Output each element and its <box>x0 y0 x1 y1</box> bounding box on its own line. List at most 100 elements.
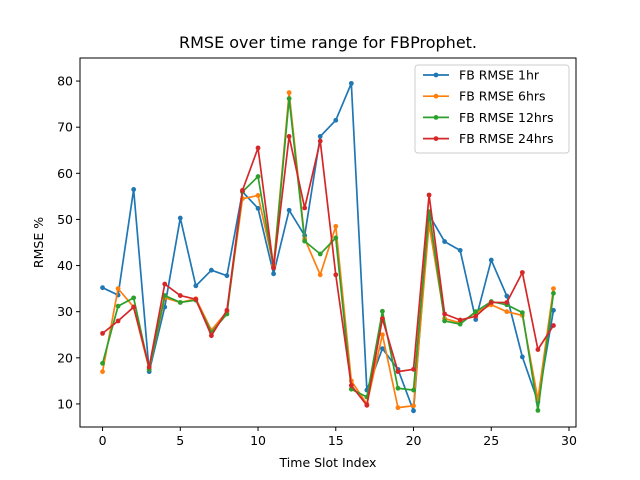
data-point <box>240 187 245 193</box>
legend-item: FB RMSE 12hrs <box>423 110 554 125</box>
data-point <box>504 293 510 299</box>
data-point <box>177 300 183 305</box>
x-tick-label: 0 <box>99 433 107 448</box>
y-tick-label: 50 <box>57 212 73 227</box>
x-tick-label: 15 <box>328 433 344 448</box>
y-axis: 10 20 30 40 50 60 70 80 <box>57 74 80 411</box>
data-point <box>333 272 339 278</box>
data-point <box>302 205 308 211</box>
data-point <box>551 323 556 328</box>
data-point <box>488 300 494 305</box>
data-point <box>224 273 230 279</box>
legend-label: FB RMSE 1hr <box>459 68 540 83</box>
data-point <box>380 346 385 351</box>
series-line <box>101 97 555 412</box>
chart-title: RMSE over time range for FBProphet. <box>179 33 477 52</box>
data-point <box>473 313 479 319</box>
data-point <box>442 311 448 317</box>
data-point <box>302 238 308 244</box>
data-point <box>255 174 261 179</box>
data-point <box>162 281 168 287</box>
legend-box <box>414 64 570 154</box>
data-point <box>193 283 199 289</box>
series-4 <box>100 134 556 408</box>
legend-label: FB RMSE 12hrs <box>459 110 554 125</box>
data-point <box>519 354 525 360</box>
y-tick-label: 80 <box>57 74 73 89</box>
data-point <box>317 272 323 278</box>
data-point <box>100 330 105 336</box>
data-point <box>286 207 292 213</box>
y-tick-label: 60 <box>57 166 73 181</box>
data-point <box>333 223 339 229</box>
data-point <box>551 290 556 296</box>
data-point <box>426 192 432 198</box>
series-line <box>102 135 555 407</box>
data-point <box>380 308 385 314</box>
data-point <box>395 385 401 391</box>
data-point <box>551 286 556 292</box>
data-point <box>115 303 121 309</box>
data-point <box>457 321 463 327</box>
data-point <box>100 369 105 375</box>
data-point <box>457 247 463 253</box>
x-tick-label: 5 <box>176 433 184 448</box>
legend-marker <box>433 72 439 78</box>
data-point <box>395 369 401 375</box>
legend-item: FB RMSE 6hrs <box>423 89 546 104</box>
data-point <box>317 251 323 257</box>
data-point <box>411 366 416 372</box>
data-point <box>504 309 510 315</box>
legend-marker <box>433 136 439 142</box>
x-tick-label: 25 <box>483 433 499 448</box>
data-point <box>333 235 339 241</box>
data-point <box>442 239 448 244</box>
data-point <box>519 270 525 275</box>
data-point <box>317 134 323 139</box>
legend-label: FB RMSE 24hrs <box>459 131 554 146</box>
y-tick-label: 40 <box>57 258 73 273</box>
data-point <box>115 286 121 292</box>
y-tick-label: 30 <box>57 304 73 319</box>
legend-marker <box>433 93 439 99</box>
data-point <box>411 408 416 414</box>
data-point <box>131 304 137 310</box>
data-point <box>146 364 152 370</box>
data-point <box>457 317 463 323</box>
data-point <box>411 387 416 393</box>
legend-item: FB RMSE 24hrs <box>423 131 554 146</box>
data-point <box>348 80 354 86</box>
data-point <box>224 307 230 313</box>
data-point <box>271 265 276 271</box>
data-point <box>255 193 261 198</box>
legend: FB RMSE 1hr FB RMSE 6hrs FB RMSE 12hrs FB R… <box>414 64 570 154</box>
data-point <box>271 271 276 277</box>
data-point <box>100 360 105 366</box>
data-point <box>488 257 494 263</box>
data-point <box>177 293 183 298</box>
data-point <box>411 403 416 409</box>
legend-label: FB RMSE 6hrs <box>459 89 546 104</box>
data-point <box>131 295 137 301</box>
data-point <box>255 145 261 151</box>
data-point <box>286 134 292 139</box>
data-point <box>442 318 448 324</box>
data-point <box>177 215 183 221</box>
plot-frame <box>79 57 577 428</box>
data-point <box>551 307 556 313</box>
y-tick-label: 10 <box>57 396 73 411</box>
data-point <box>473 309 479 315</box>
data-point <box>380 332 385 338</box>
data-point <box>193 296 199 302</box>
y-tick-label: 70 <box>57 120 73 135</box>
y-tick-label: 20 <box>57 350 73 365</box>
data-point <box>535 407 541 413</box>
x-tick-label: 30 <box>561 433 577 448</box>
data-point <box>208 267 214 273</box>
x-tick-label: 10 <box>250 433 266 448</box>
data-point <box>348 383 354 388</box>
data-point <box>115 318 121 324</box>
data-point <box>286 96 292 101</box>
data-point <box>395 405 401 411</box>
